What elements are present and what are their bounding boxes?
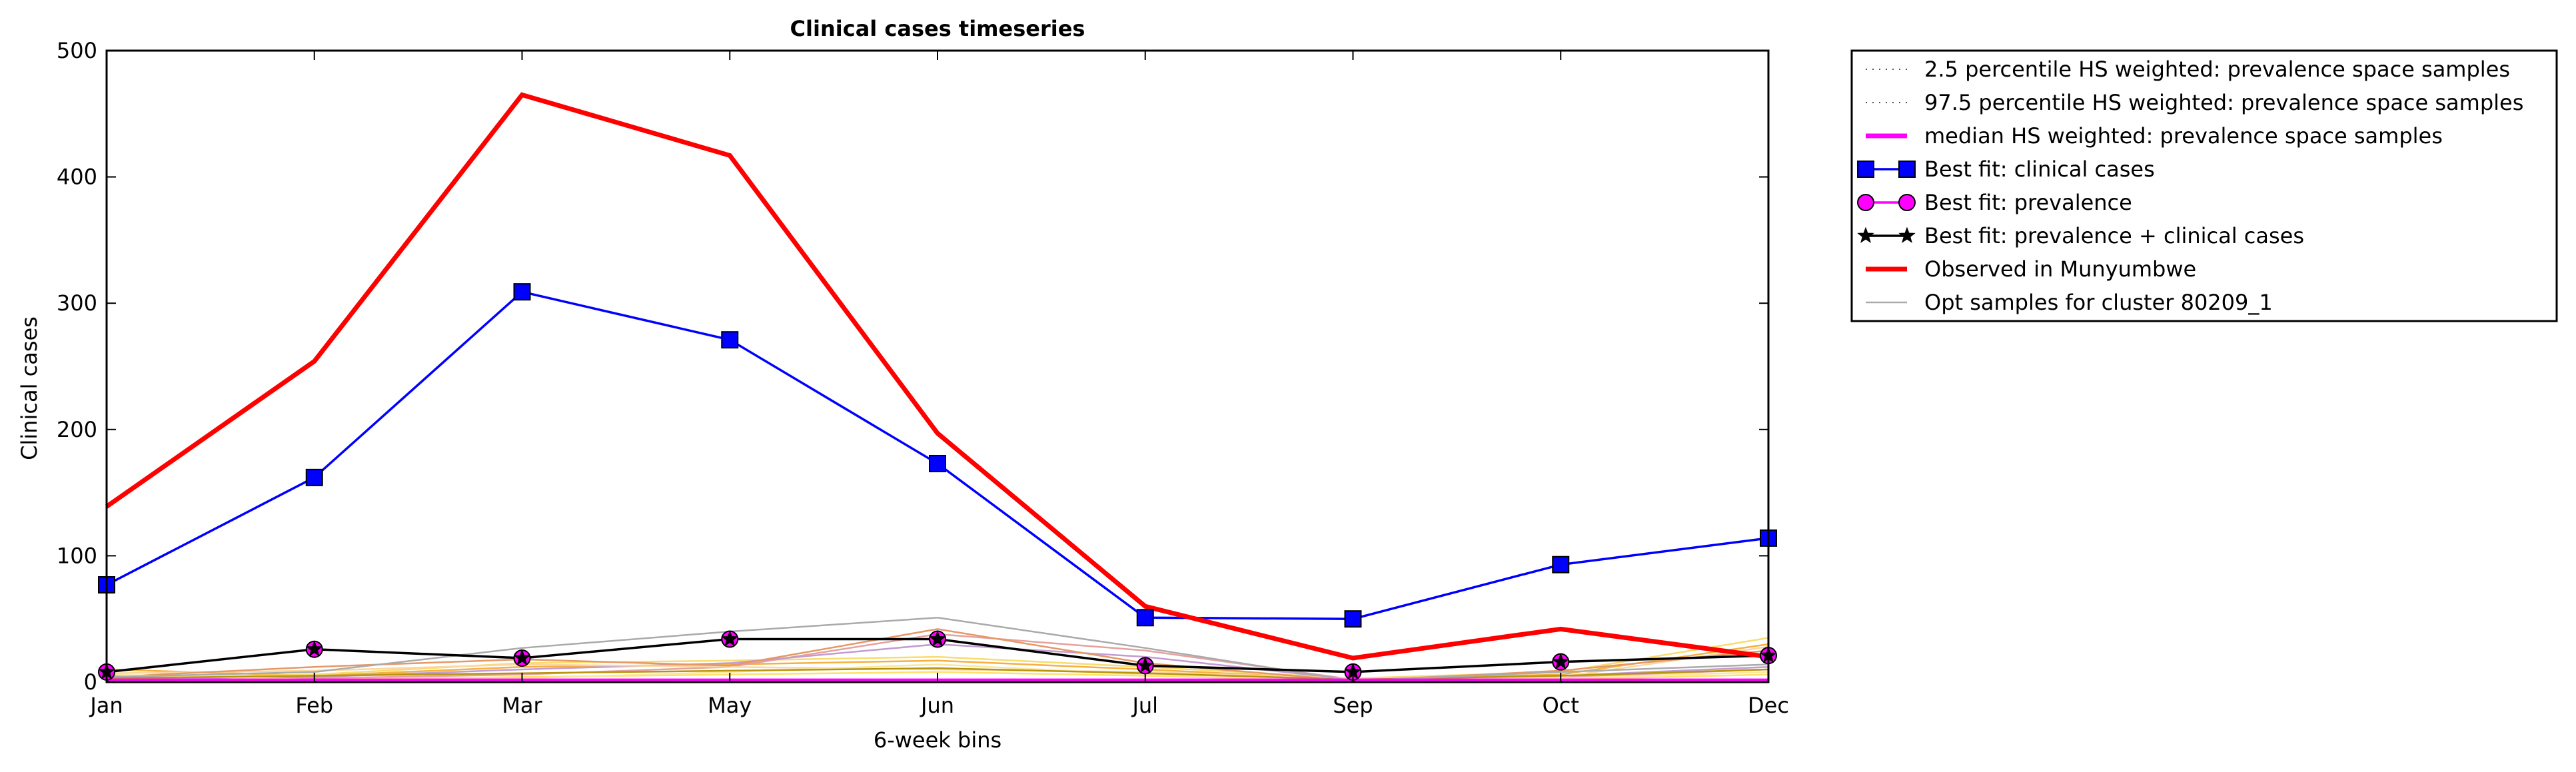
x-tick-label: May xyxy=(708,693,752,718)
legend-marker xyxy=(1898,161,1916,178)
x-tick-label: Oct xyxy=(1543,693,1579,718)
x-tick-label: Jan xyxy=(89,693,123,718)
plot-area xyxy=(98,92,1777,683)
legend: 2.5 percentile HS weighted: prevalence s… xyxy=(1850,49,2558,322)
marker-best-fit-clinical-cases xyxy=(1344,610,1362,628)
marker-best-fit-prevalence-clinical-cases xyxy=(513,649,531,665)
legend-item-best-fit-prevalence-clinical-cases: Best fit: prevalence + clinical cases xyxy=(1857,223,2304,248)
sample-line xyxy=(106,643,1769,681)
x-axis-ticks: Jan Feb Mar May Jun Jul Sep Oct Dec xyxy=(89,51,1789,718)
legend-marker xyxy=(1898,194,1916,211)
legend-marker xyxy=(1857,226,1874,243)
x-tick-label: Feb xyxy=(295,693,333,718)
legend-label: Opt samples for cluster 80209_1 xyxy=(1924,290,2273,315)
y-tick-label: 300 xyxy=(57,290,97,316)
legend-frame xyxy=(1850,49,2558,322)
x-tick-label: Mar xyxy=(502,693,542,718)
series-line-opt-samples-for-cluster-80209-1 xyxy=(106,617,1769,682)
marker-best-fit-clinical-cases xyxy=(1552,556,1570,574)
x-tick-label: Jul xyxy=(1131,693,1158,718)
legend-item-best-fit-prevalence: Best fit: prevalence xyxy=(1857,190,2132,215)
marker-best-fit-prevalence-clinical-cases xyxy=(929,630,946,647)
x-tick-label: Jun xyxy=(920,693,954,718)
y-axis-title: Clinical cases xyxy=(17,316,42,460)
y-tick-label: 100 xyxy=(57,543,97,568)
series-markers xyxy=(98,283,1777,681)
marker-best-fit-prevalence-clinical-cases xyxy=(305,640,323,657)
legend-marker xyxy=(1898,226,1916,243)
marker-best-fit-clinical-cases xyxy=(1136,609,1154,627)
sample-line xyxy=(106,667,1769,681)
legend-label: Best fit: clinical cases xyxy=(1924,157,2155,182)
marker-best-fit-clinical-cases xyxy=(305,468,323,486)
legend-item-best-fit-clinical-cases: Best fit: clinical cases xyxy=(1857,157,2155,182)
marker-best-fit-clinical-cases xyxy=(929,454,946,472)
x-tick-label: Dec xyxy=(1748,693,1789,718)
legend-item-97-5-percentile-hs-weighted-prevalence-space-samples: 97.5 percentile HS weighted: prevalence … xyxy=(1866,90,2523,115)
marker-best-fit-prevalence-clinical-cases xyxy=(1136,656,1154,673)
marker-best-fit-clinical-cases xyxy=(721,331,739,349)
plot-frame xyxy=(105,49,1770,683)
legend-item-opt-samples-for-cluster-80209-1: Opt samples for cluster 80209_1 xyxy=(1866,290,2273,315)
marker-best-fit-prevalence-clinical-cases xyxy=(1552,653,1570,669)
y-axis-ticks: 0 100 200 300 400 500 xyxy=(57,38,1768,695)
x-tick-label: Sep xyxy=(1333,693,1373,718)
legend-label: Observed in Munyumbwe xyxy=(1924,256,2196,282)
series-line-observed-in-munyumbwe xyxy=(105,92,1769,661)
legend-item-median-hs-weighted-prevalence-space-samples: median HS weighted: prevalence space sam… xyxy=(1866,123,2443,149)
legend-marker xyxy=(1857,161,1874,178)
legend-item-observed-in-munyumbwe: Observed in Munyumbwe xyxy=(1866,256,2196,282)
y-tick-label: 500 xyxy=(57,38,97,63)
legend-label: Best fit: prevalence + clinical cases xyxy=(1924,223,2304,248)
marker-best-fit-clinical-cases xyxy=(513,283,531,301)
marker-best-fit-prevalence-clinical-cases xyxy=(721,630,739,647)
y-tick-label: 400 xyxy=(57,165,97,190)
chart-title: Clinical cases timeseries xyxy=(790,16,1085,41)
y-tick-label: 0 xyxy=(84,669,97,695)
x-axis-title: 6-week bins xyxy=(874,727,1001,753)
y-tick-label: 200 xyxy=(57,417,97,442)
legend-item-2-5-percentile-hs-weighted-prevalence-space-samples: 2.5 percentile HS weighted: prevalence s… xyxy=(1866,57,2510,82)
legend-label: median HS weighted: prevalence space sam… xyxy=(1924,123,2443,149)
legend-label: Best fit: prevalence xyxy=(1924,190,2132,215)
legend-label: 97.5 percentile HS weighted: prevalence … xyxy=(1924,90,2523,115)
series-lines xyxy=(105,92,1769,683)
legend-label: 2.5 percentile HS weighted: prevalence s… xyxy=(1924,57,2510,82)
legend-marker xyxy=(1857,194,1874,211)
